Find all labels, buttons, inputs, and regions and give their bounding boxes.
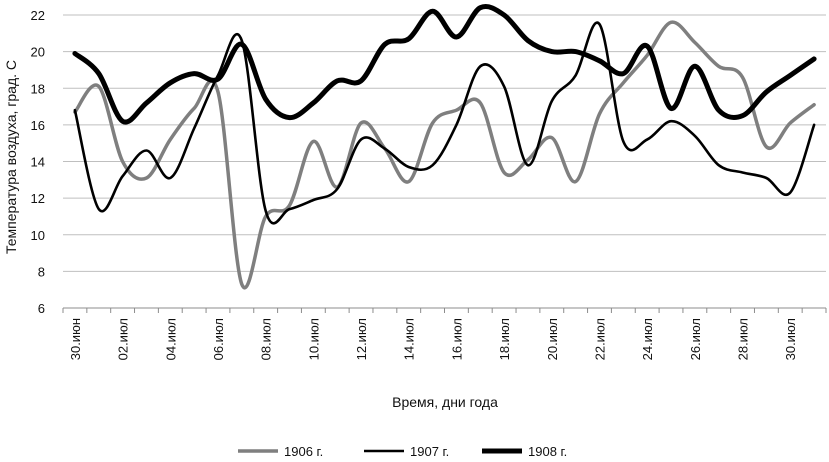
x-tick-label: 08.июл — [259, 318, 274, 360]
series-lines — [72, 4, 817, 290]
y-tick-label: 22 — [31, 8, 45, 23]
x-tick-label: 26.июл — [688, 318, 703, 360]
x-tick-label: 16.июл — [449, 318, 464, 360]
y-tick-label: 18 — [31, 81, 45, 96]
x-tick-label: 28.июл — [736, 318, 751, 360]
legend-label-2: 1907 г. — [410, 444, 449, 459]
series-line-2 — [73, 21, 816, 225]
x-axis-ticks: 30.июн 02.июл 04.июл 06.июл 08.июл 10.июл 12.и… — [68, 318, 798, 360]
y-axis-title: Температура воздуха, град. С — [3, 60, 19, 254]
x-tick-label: 30.июн — [68, 318, 83, 360]
grid-lines — [63, 14, 826, 309]
y-tick-label: 12 — [31, 191, 45, 206]
y-axis-ticks: 6 8 10 12 14 16 18 20 22 — [31, 8, 45, 316]
legend: 1906 г. 1907 г. 1908 г. — [238, 444, 567, 459]
x-tick-label: 10.июл — [306, 318, 321, 360]
series-line-1 — [73, 20, 816, 290]
x-tick-label: 22.июл — [592, 318, 607, 360]
x-tick-label: 04.июл — [163, 318, 178, 360]
y-tick-label: 16 — [31, 118, 45, 133]
y-tick-label: 8 — [38, 264, 45, 279]
x-tick-label: 02.июл — [116, 318, 131, 360]
x-tick-label: 14.июл — [402, 318, 417, 360]
x-axis — [62, 307, 827, 313]
x-tick-label: 30.июл — [783, 318, 798, 360]
x-tick-label: 12.июл — [354, 318, 369, 360]
x-tick-label: 06.июл — [211, 318, 226, 360]
y-tick-label: 14 — [31, 155, 45, 170]
x-tick-label: 18.июл — [497, 318, 512, 360]
legend-label-1: 1906 г. — [284, 444, 323, 459]
y-tick-label: 6 — [38, 301, 45, 316]
x-tick-label: 20.июл — [545, 318, 560, 360]
x-axis-title: Время, дни года — [392, 394, 498, 410]
legend-label-3: 1908 г. — [528, 444, 567, 459]
y-tick-label: 20 — [31, 45, 45, 60]
y-tick-label: 10 — [31, 228, 45, 243]
x-tick-label: 24.июл — [640, 318, 655, 360]
series-line-3 — [72, 4, 817, 125]
